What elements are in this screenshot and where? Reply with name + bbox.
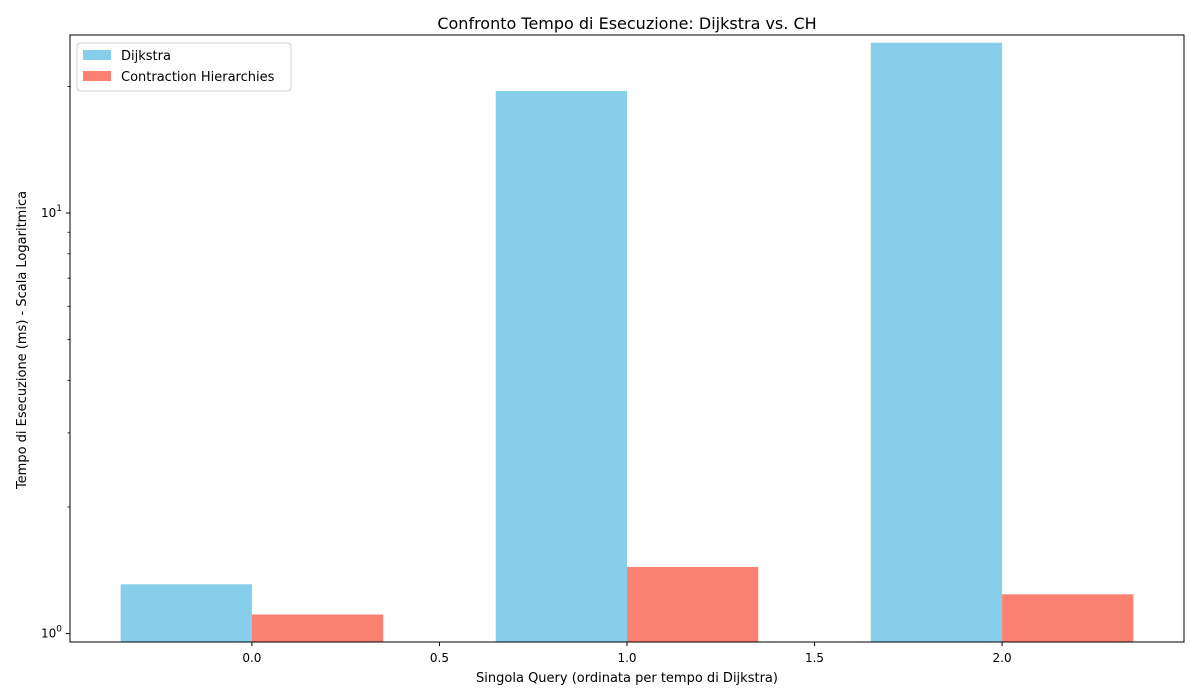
x-tick-label: 2.0 xyxy=(993,651,1012,665)
chart-title: Confronto Tempo di Esecuzione: Dijkstra … xyxy=(437,14,816,33)
x-tick-label: 0.0 xyxy=(242,651,261,665)
bar-ch-0 xyxy=(251,614,384,642)
legend-box xyxy=(76,42,292,92)
x-axis: 0.0 0.5 1.0 1.5 2.0 xyxy=(242,642,1012,665)
x-tick-label: 0.5 xyxy=(430,651,449,665)
x-tick-label: 1.0 xyxy=(617,651,636,665)
y-axis: 100 101 xyxy=(41,86,70,641)
legend-swatch-dijkstra xyxy=(83,50,111,60)
legend: Dijkstra Contraction Hierarchies xyxy=(76,42,292,92)
x-tick-label: 1.5 xyxy=(805,651,824,665)
y-axis-label: Tempo di Esecuzione (ms) - Scala Logarit… xyxy=(15,191,30,490)
bar-ch-1 xyxy=(627,566,759,642)
legend-label-ch: Contraction Hierarchies xyxy=(121,70,275,85)
bar-dijkstra-1 xyxy=(495,91,627,642)
y-tick-label: 100 xyxy=(41,625,62,641)
bar-dijkstra-2 xyxy=(870,42,1003,643)
x-axis-label: Singola Query (ordinata per tempo di Dij… xyxy=(476,671,778,686)
bar-dijkstra-0 xyxy=(120,584,252,642)
bar-ch-2 xyxy=(1002,594,1134,642)
bars-group xyxy=(120,42,1134,643)
y-tick-label: 101 xyxy=(41,204,62,220)
legend-swatch-ch xyxy=(83,71,111,81)
legend-label-dijkstra: Dijkstra xyxy=(121,49,171,64)
